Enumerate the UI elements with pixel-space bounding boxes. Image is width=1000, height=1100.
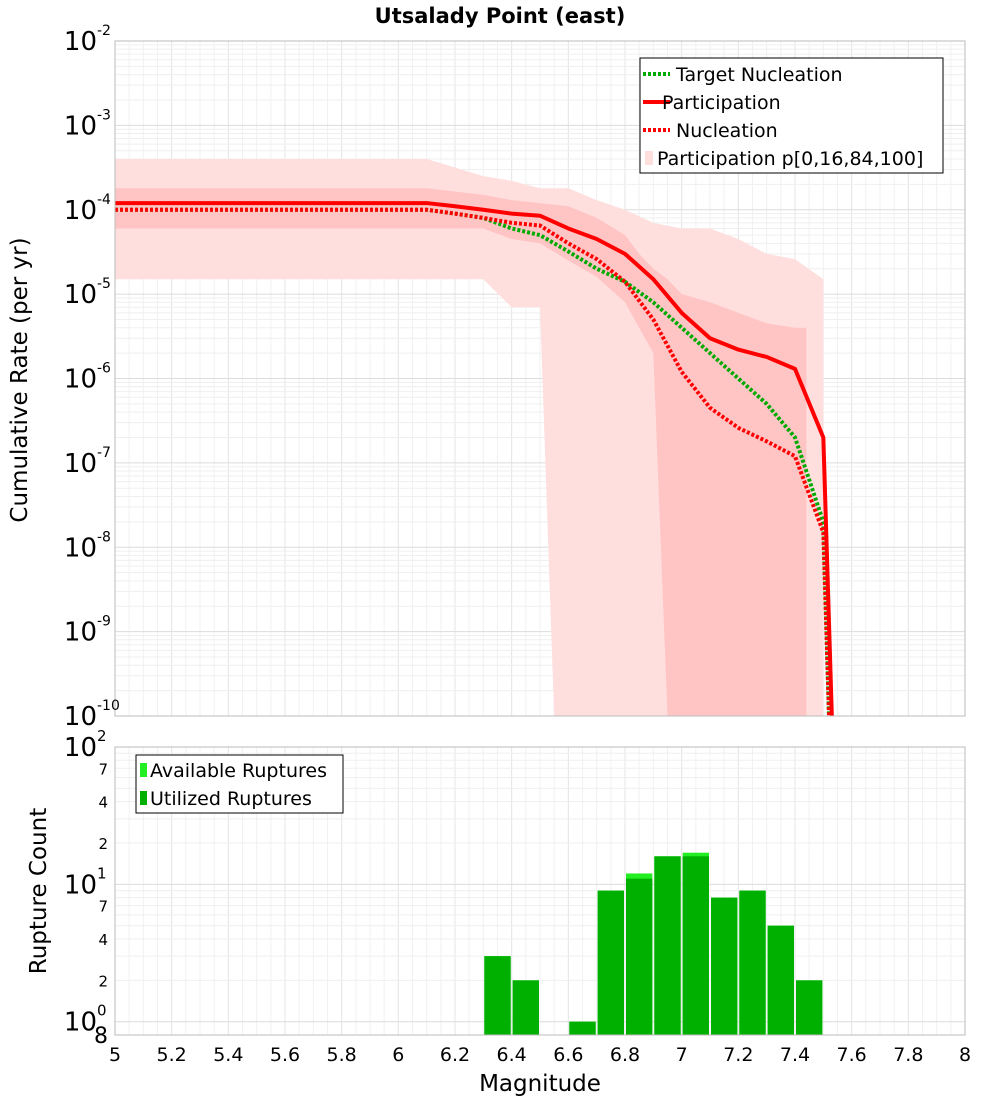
rate-y-tick-label: 10 xyxy=(64,702,97,732)
bar-utilized-ruptures xyxy=(739,890,766,1035)
rate-plot-series xyxy=(115,201,834,717)
count-y-tick-label: 8 xyxy=(94,1024,108,1049)
rate-y-tick-exponent: -4 xyxy=(97,192,111,208)
rate-plot-legend: Target Nucleation Participation Nucleation… xyxy=(639,57,944,174)
count-x-tick-label: 7.8 xyxy=(893,1044,923,1066)
legend-label: Participation xyxy=(662,92,781,114)
count-plot-legend: Available Ruptures Utilized Ruptures xyxy=(135,754,344,814)
rate-y-tick-label: 10 xyxy=(64,27,97,57)
count-x-tick-label: 6.8 xyxy=(610,1044,640,1066)
bar-utilized-ruptures xyxy=(569,1021,596,1035)
count-x-tick-label: 6.4 xyxy=(497,1044,527,1066)
legend-swatch-band xyxy=(645,151,653,165)
count-x-tick-label: 6.2 xyxy=(440,1044,470,1066)
legend-swatch-bar xyxy=(140,791,147,805)
legend-label: Participation p[0,16,84,100] xyxy=(657,148,923,170)
bar-utilized-ruptures xyxy=(654,856,681,1035)
count-plot-x-axis-label: Magnitude xyxy=(479,1071,601,1097)
count-x-tick-label: 6 xyxy=(392,1044,404,1066)
count-x-tick-label: 7.4 xyxy=(780,1044,810,1066)
rate-y-tick-exponent: -3 xyxy=(97,107,111,123)
rate-legend-box xyxy=(639,57,944,174)
count-x-tick-label: 5.6 xyxy=(270,1044,300,1066)
rate-y-tick-exponent: -10 xyxy=(97,698,120,714)
count-y-tick-label: 2 xyxy=(98,972,108,990)
rate-y-tick-label: 10 xyxy=(64,618,97,648)
rate-y-tick-exponent: -7 xyxy=(97,445,111,461)
count-x-tick-label: 6.6 xyxy=(553,1044,583,1066)
rate-y-tick-label: 10 xyxy=(64,533,97,563)
rate-plot-y-ticks: 10-210-310-410-510-610-710-810-910-10 xyxy=(64,23,120,732)
count-y-tick-label: 7 xyxy=(98,760,108,778)
count-plot-y-axis-label: Rupture Count xyxy=(26,808,52,974)
count-y-tick-exponent: 1 xyxy=(97,864,107,882)
rate-y-tick-exponent: -5 xyxy=(97,276,111,292)
bar-utilized-ruptures xyxy=(626,878,653,1035)
count-plot-bars xyxy=(484,852,823,1035)
count-legend-box xyxy=(135,754,344,814)
rate-y-tick-label: 10 xyxy=(64,280,97,310)
count-x-tick-label: 7.6 xyxy=(837,1044,867,1066)
count-y-tick-exponent: 2 xyxy=(97,727,107,745)
count-y-tick-label: 10 xyxy=(64,870,97,900)
count-y-tick-label: 10 xyxy=(64,1008,97,1038)
count-x-tick-label: 5.4 xyxy=(213,1044,243,1066)
series-line-participation xyxy=(115,201,834,717)
legend-label: Target Nucleation xyxy=(675,64,843,86)
rate-y-tick-exponent: -9 xyxy=(97,614,111,630)
count-x-tick-label: 8 xyxy=(959,1044,971,1066)
rate-y-tick-label: 10 xyxy=(64,365,97,395)
count-y-tick-label: 4 xyxy=(98,931,108,949)
rate-y-tick-label: 10 xyxy=(64,111,97,141)
bar-utilized-ruptures xyxy=(711,897,738,1035)
bar-utilized-ruptures xyxy=(512,980,539,1035)
count-y-tick-label: 7 xyxy=(98,898,108,916)
legend-label: Utilized Ruptures xyxy=(150,788,312,810)
count-y-tick-label: 10 xyxy=(64,733,97,763)
bar-utilized-ruptures xyxy=(597,890,624,1035)
count-x-tick-label: 7.2 xyxy=(723,1044,753,1066)
series-line-target-nucleation xyxy=(115,207,831,717)
rate-plot: 10-210-310-410-510-610-710-810-910-10 Cu… xyxy=(7,23,966,732)
rate-y-tick-label: 10 xyxy=(64,196,97,226)
rate-plot-frame xyxy=(114,40,966,717)
rate-plot-y-axis-label: Cumulative Rate (per yr) xyxy=(7,237,33,522)
count-x-tick-label: 5 xyxy=(109,1044,121,1066)
count-y-tick-exponent: 0 xyxy=(97,1002,107,1020)
rate-y-tick-label: 10 xyxy=(64,449,97,479)
count-plot-x-ticks: 5 5.2 5.4 5.6 5.8 6 6.2 6.4 6.6 6.8 7 7.2 7.4 7.6 7.8 8 xyxy=(109,1044,971,1066)
band-p16-p84 xyxy=(115,188,807,717)
rate-y-tick-exponent: -8 xyxy=(97,529,111,545)
count-plot-frame xyxy=(114,746,966,1036)
bar-utilized-ruptures xyxy=(767,925,794,1035)
bar-utilized-ruptures xyxy=(484,956,511,1035)
count-x-tick-label: 5.8 xyxy=(327,1044,357,1066)
count-x-tick-label: 7 xyxy=(676,1044,688,1066)
series-line-nucleation xyxy=(115,207,831,717)
count-y-tick-label: 2 xyxy=(98,835,108,853)
count-y-tick-label: 4 xyxy=(98,794,108,812)
bar-utilized-ruptures xyxy=(682,856,709,1035)
legend-label: Available Ruptures xyxy=(150,760,327,782)
chart-title: Utsalady Point (east) xyxy=(375,4,626,28)
rate-y-tick-exponent: -2 xyxy=(97,23,111,39)
legend-swatch-bar xyxy=(140,763,147,777)
rate-y-tick-exponent: -6 xyxy=(97,361,111,377)
count-x-tick-label: 5.2 xyxy=(157,1044,187,1066)
bar-utilized-ruptures xyxy=(796,980,823,1035)
legend-label: Nucleation xyxy=(676,120,778,142)
